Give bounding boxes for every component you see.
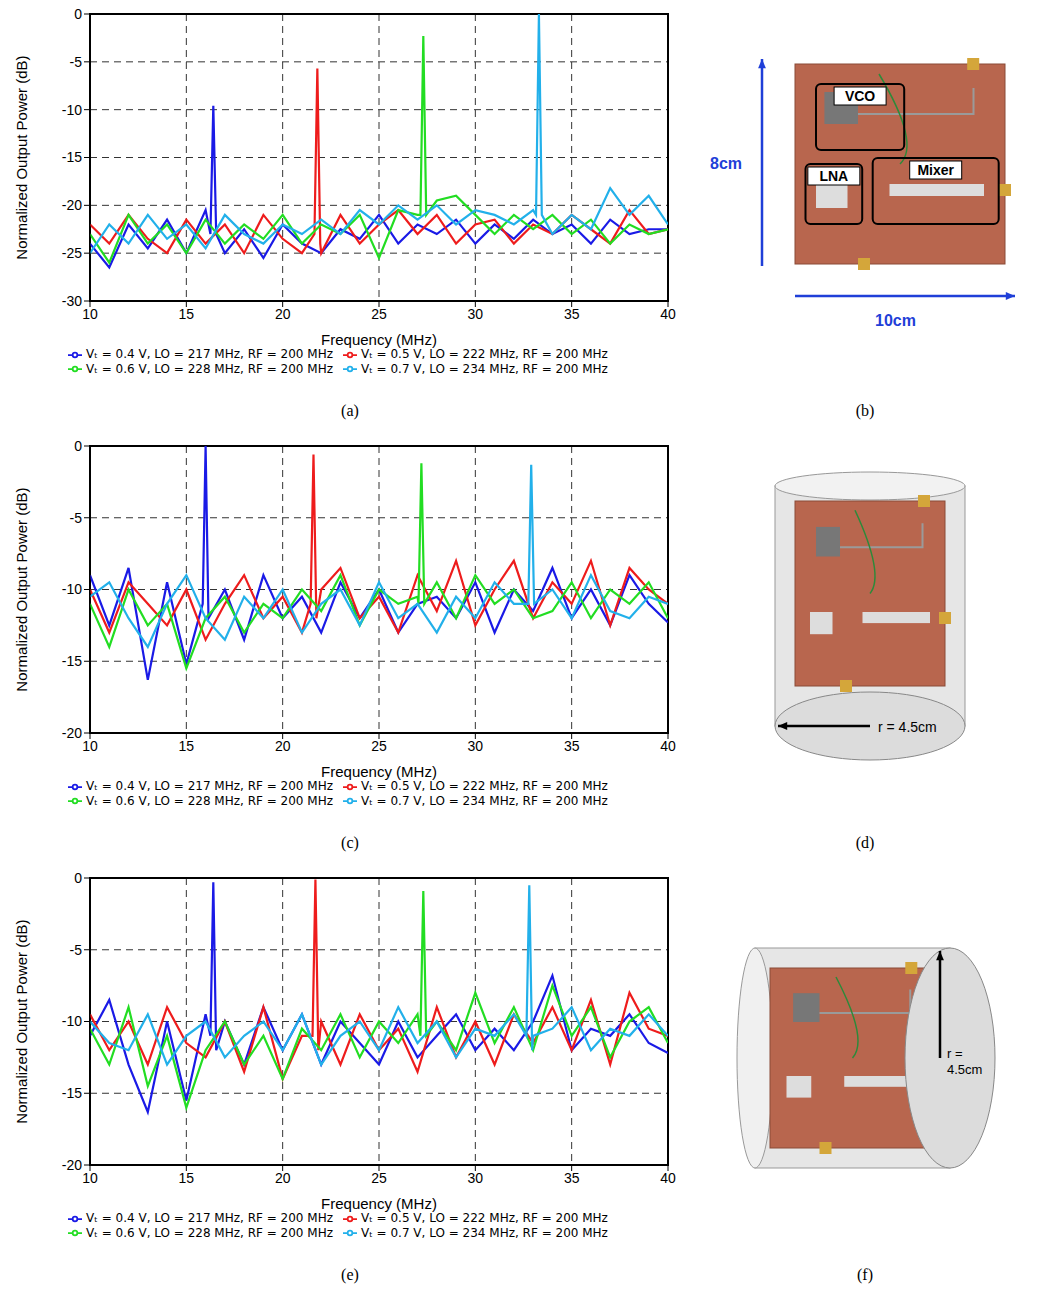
- svg-text:-20: -20: [62, 197, 82, 213]
- html-text:Vₜ = 0.5 V, LO = 222 MHz, RF =: Vₜ = 0.5 V, LO = 222 MHz, RF = 200 MHz: [361, 779, 608, 793]
- svg-text:10: 10: [82, 738, 98, 754]
- svg-text:r =4.5cm: r =4.5cm: [947, 1046, 982, 1077]
- svg-text:8cm: 8cm: [710, 155, 742, 172]
- html-text:(e): (e): [341, 1266, 359, 1283]
- html-text:Vₜ = 0.5 V, LO = 222 MHz, RF =: Vₜ = 0.5 V, LO = 222 MHz, RF = 200 MHz: [361, 347, 608, 361]
- svg-text:-10: -10: [62, 1013, 82, 1029]
- svg-text:20: 20: [275, 306, 291, 322]
- html-text:(c): (c): [341, 834, 359, 851]
- html-text:Vₜ = 0.4 V, LO = 217 MHz, RF =: Vₜ = 0.4 V, LO = 217 MHz, RF = 200 MHz: [86, 1211, 333, 1225]
- svg-text:30: 30: [468, 738, 484, 754]
- svg-text:-5: -5: [70, 510, 83, 526]
- html-text:(f): (f): [857, 1266, 873, 1283]
- svg-text:-25: -25: [62, 245, 82, 261]
- svg-text:40: 40: [660, 738, 676, 754]
- html-text:Vₜ = 0.6 V, LO = 228 MHz, RF =: Vₜ = 0.6 V, LO = 228 MHz, RF = 200 MHz: [86, 361, 333, 376]
- svg-text:0: 0: [74, 6, 82, 22]
- html-text:Vₜ = 0.5 V, LO = 222 MHz, RF =: Vₜ = 0.5 V, LO = 222 MHz, RF = 200 MHz: [361, 1211, 608, 1225]
- svg-text:35: 35: [564, 306, 580, 322]
- svg-text:Normalized Output Power (dB): Normalized Output Power (dB): [13, 919, 30, 1123]
- svg-text:-15: -15: [62, 653, 82, 669]
- html-text:Vₜ = 0.4 V, LO = 217 MHz, RF =: Vₜ = 0.4 V, LO = 217 MHz, RF = 200 MHz: [86, 779, 333, 793]
- svg-text:20: 20: [275, 738, 291, 754]
- svg-text:0: 0: [74, 870, 82, 886]
- svg-text:-5: -5: [70, 54, 83, 70]
- svg-text:15: 15: [179, 738, 195, 754]
- svg-text:25: 25: [371, 306, 387, 322]
- svg-text:-30: -30: [62, 293, 82, 309]
- svg-text:30: 30: [468, 1170, 484, 1186]
- svg-text:-20: -20: [62, 1157, 82, 1173]
- svg-text:-15: -15: [62, 1085, 82, 1101]
- html-text:Vₜ = 0.7 V, LO = 234 MHz, RF =: Vₜ = 0.7 V, LO = 234 MHz, RF = 200 MHz: [361, 793, 608, 808]
- html-text:Vₜ = 0.7 V, LO = 234 MHz, RF =: Vₜ = 0.7 V, LO = 234 MHz, RF = 200 MHz: [361, 1225, 608, 1240]
- svg-text:10cm: 10cm: [875, 312, 916, 329]
- svg-text:VCO: VCO: [845, 88, 875, 104]
- svg-text:40: 40: [660, 306, 676, 322]
- svg-text:-5: -5: [70, 942, 83, 958]
- html-text:(d): (d): [855, 834, 875, 851]
- svg-text:35: 35: [564, 1170, 580, 1186]
- html-text:Vₜ = 0.6 V, LO = 228 MHz, RF =: Vₜ = 0.6 V, LO = 228 MHz, RF = 200 MHz: [86, 1225, 333, 1240]
- svg-text:25: 25: [371, 738, 387, 754]
- html-text:Vₜ = 0.7 V, LO = 234 MHz, RF =: Vₜ = 0.7 V, LO = 234 MHz, RF = 200 MHz: [361, 361, 608, 376]
- svg-text:15: 15: [179, 306, 195, 322]
- svg-text:15: 15: [179, 1170, 195, 1186]
- svg-text:Frequency (MHz): Frequency (MHz): [321, 763, 437, 780]
- svg-text:r = 4.5cm: r = 4.5cm: [878, 719, 937, 735]
- svg-text:-10: -10: [62, 581, 82, 597]
- svg-text:0: 0: [74, 438, 82, 454]
- svg-text:Normalized Output Power (dB): Normalized Output Power (dB): [13, 55, 30, 259]
- svg-text:10: 10: [82, 306, 98, 322]
- html-text:(b): (b): [855, 402, 875, 419]
- svg-text:Frequency (MHz): Frequency (MHz): [321, 1195, 437, 1212]
- svg-text:35: 35: [564, 738, 580, 754]
- svg-text:-15: -15: [62, 149, 82, 165]
- svg-text:Normalized Output Power (dB): Normalized Output Power (dB): [13, 487, 30, 691]
- svg-text:10: 10: [82, 1170, 98, 1186]
- svg-text:-20: -20: [62, 725, 82, 741]
- svg-text:Frequency (MHz): Frequency (MHz): [321, 331, 437, 348]
- svg-text:30: 30: [468, 306, 484, 322]
- svg-text:-10: -10: [62, 102, 82, 118]
- svg-text:Mixer: Mixer: [917, 162, 954, 178]
- svg-text:LNA: LNA: [819, 168, 848, 184]
- html-text:Vₜ = 0.4 V, LO = 217 MHz, RF =: Vₜ = 0.4 V, LO = 217 MHz, RF = 200 MHz: [86, 347, 333, 361]
- svg-text:25: 25: [371, 1170, 387, 1186]
- html-text:(a): (a): [341, 402, 359, 419]
- svg-text:20: 20: [275, 1170, 291, 1186]
- html-text:Vₜ = 0.6 V, LO = 228 MHz, RF =: Vₜ = 0.6 V, LO = 228 MHz, RF = 200 MHz: [86, 793, 333, 808]
- svg-text:40: 40: [660, 1170, 676, 1186]
